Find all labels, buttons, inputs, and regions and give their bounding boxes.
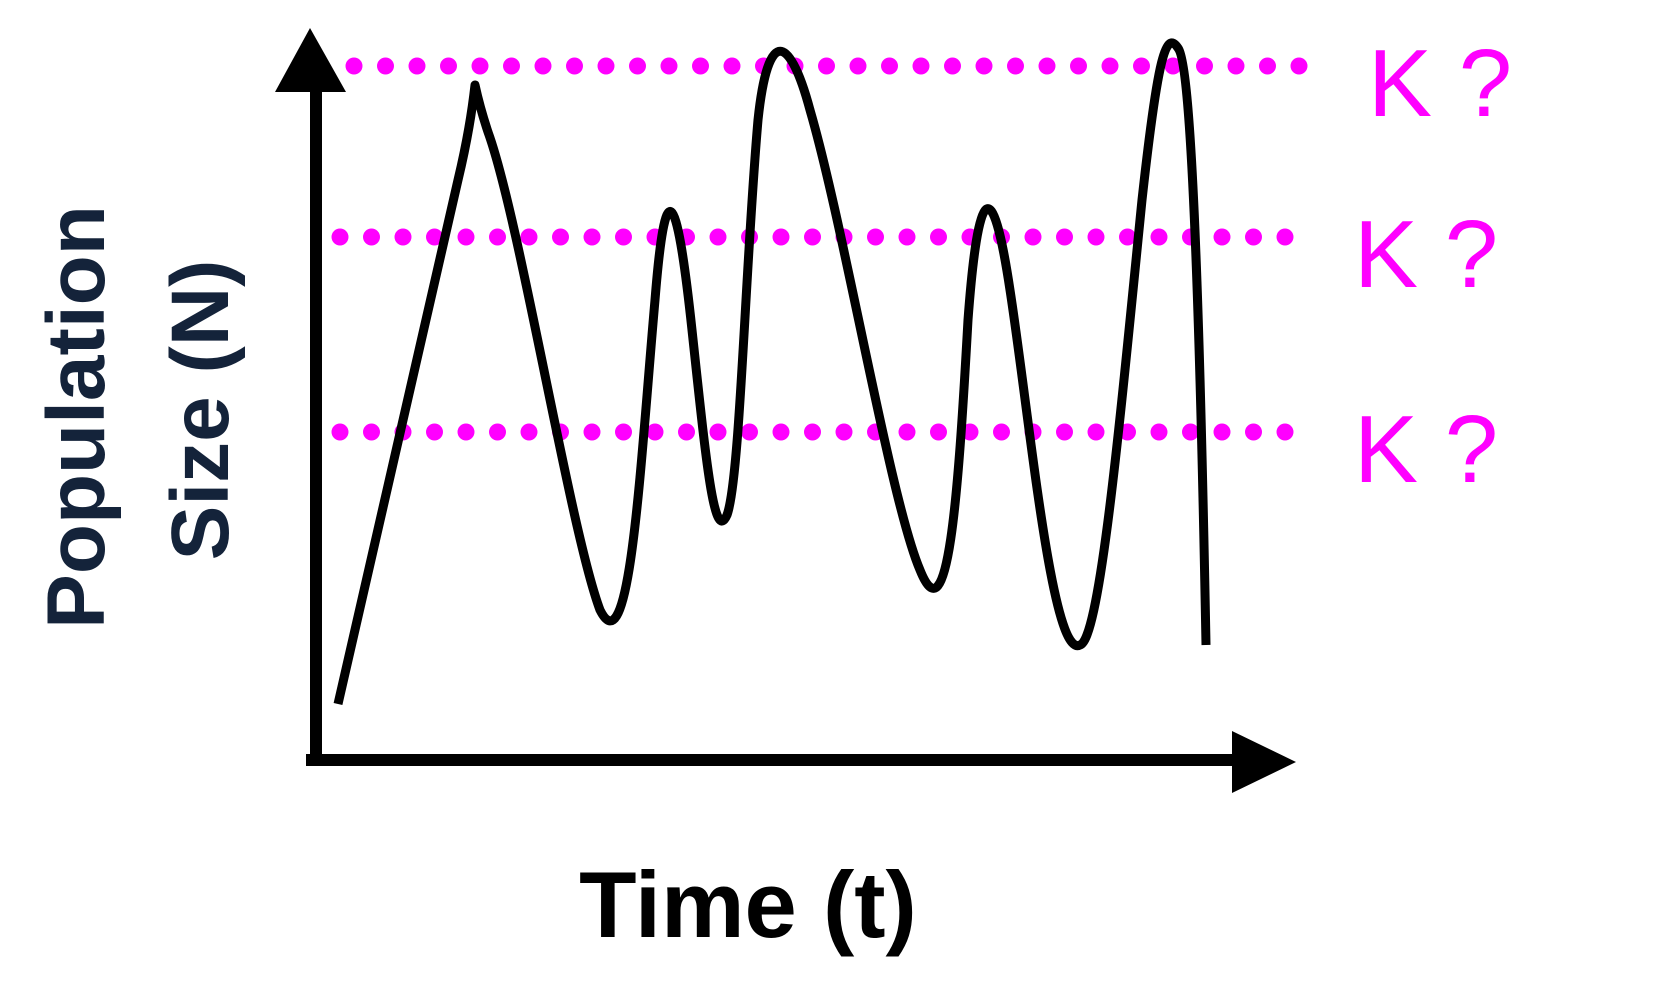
y-axis-label-line2: Size (N)	[155, 260, 246, 561]
x-axis-arrow-icon	[1232, 731, 1296, 793]
x-axis-label: Time (t)	[579, 852, 917, 957]
k-label-bottom: K ?	[1354, 396, 1498, 503]
y-axis-arrow-icon	[275, 28, 346, 92]
population-curve	[333, 38, 1211, 706]
y-axis-label-line1: Population	[31, 205, 122, 629]
k-label-top: K ?	[1368, 30, 1512, 137]
k-label-middle: K ?	[1354, 201, 1498, 308]
